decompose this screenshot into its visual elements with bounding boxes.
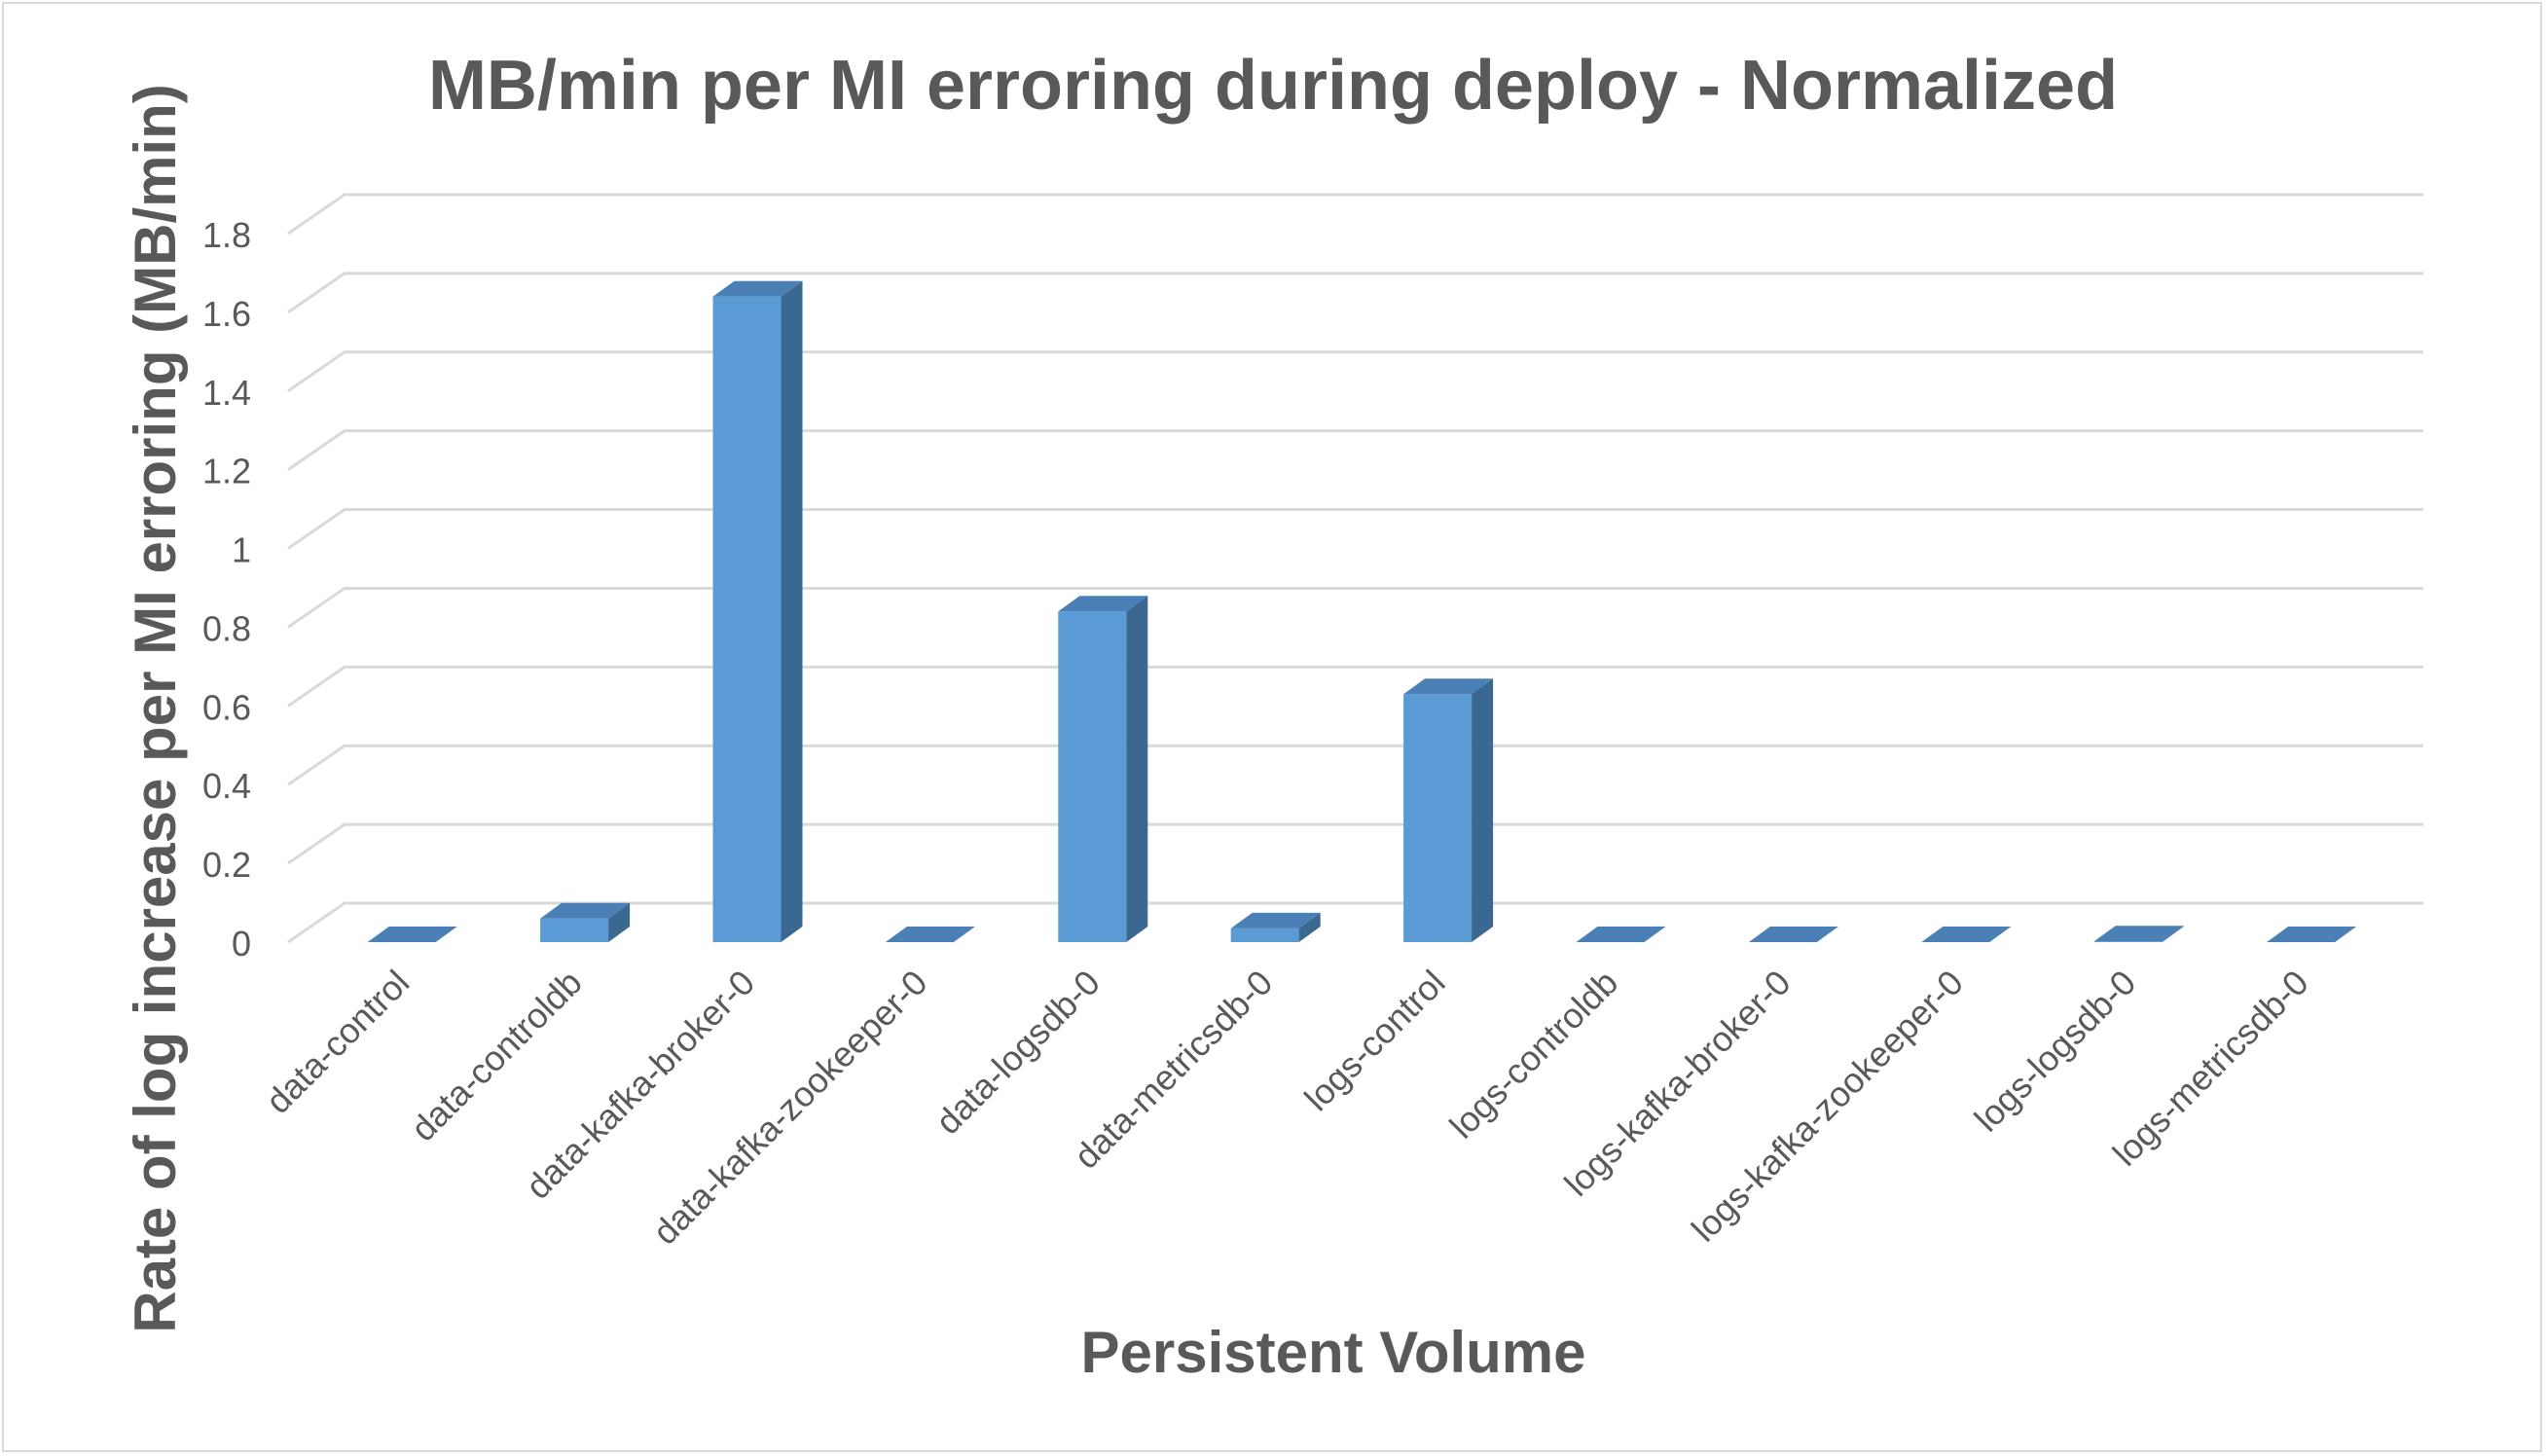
- y-tick-label: 0.8: [202, 608, 251, 648]
- bar-front: [1230, 928, 1299, 942]
- y-tick-label: 1.8: [202, 215, 251, 255]
- bar: [712, 280, 803, 942]
- bar-side: [1472, 678, 1494, 942]
- x-tick-label: data-logsdb-0: [927, 963, 1108, 1143]
- x-axis-title: Persistent Volume: [1080, 1320, 1585, 1385]
- bar: [1576, 927, 1666, 942]
- gridline: [287, 429, 2423, 471]
- y-tick-labels: 0 0.2 0.4 0.6 0.8 1 1.2 1.4 1.6 1.8: [202, 215, 251, 964]
- bar: [1748, 927, 1838, 942]
- bar-top: [885, 927, 975, 942]
- x-tick-label: logs-controldb: [1441, 963, 1625, 1147]
- y-tick-label: 0: [232, 924, 251, 964]
- bar-side: [2162, 926, 2184, 942]
- y-tick-label: 1.4: [202, 373, 251, 413]
- bar: [367, 927, 457, 942]
- gridline: [287, 193, 2423, 236]
- bar-top: [2093, 926, 2184, 942]
- x-tick-label: logs-logsdb-0: [1967, 963, 2144, 1140]
- bar-top: [1403, 678, 1494, 695]
- bar: [1230, 912, 1321, 942]
- bar-side: [781, 280, 803, 942]
- bar-side: [608, 902, 631, 942]
- x-tick-label: data-controldb: [403, 963, 590, 1149]
- bar-top: [367, 927, 457, 942]
- bar: [1058, 596, 1148, 942]
- gridline: [287, 508, 2423, 550]
- y-axis-title: Rate of log increase per MI erroring (MB…: [123, 84, 188, 1333]
- y-tick-label: 1.6: [202, 294, 251, 334]
- gridline: [287, 350, 2423, 393]
- bar-top: [1058, 596, 1148, 612]
- bar-top: [1576, 927, 1666, 942]
- x-tick-label: data-control: [258, 963, 417, 1121]
- bar-side: [1126, 596, 1148, 942]
- x-tick-label: logs-control: [1296, 963, 1453, 1119]
- gridline: [287, 744, 2423, 786]
- bar-top: [2267, 927, 2357, 942]
- bar-front: [2093, 941, 2163, 942]
- gridline: [287, 272, 2423, 314]
- y-tick-label: 1.2: [202, 452, 251, 491]
- gridline: [287, 586, 2423, 629]
- y-tick-label: 0.6: [202, 687, 251, 727]
- bar-front: [1403, 694, 1473, 942]
- bar-top: [712, 280, 803, 297]
- bar-front: [540, 918, 609, 942]
- bar: [1403, 678, 1494, 942]
- y-tick-label: 0.2: [202, 845, 251, 885]
- x-tick-label: data-kafka-zookeeper-0: [645, 963, 935, 1253]
- bar: [885, 927, 975, 942]
- bar-front: [1058, 611, 1127, 942]
- bar-front: [712, 296, 782, 942]
- bar-top: [1748, 927, 1838, 942]
- x-tick-labels: data-controldata-controldbdata-kafka-bro…: [258, 963, 2316, 1253]
- gridline: [287, 901, 2423, 944]
- bar: [540, 902, 631, 942]
- grid-layer: [287, 193, 2423, 944]
- bars: [367, 280, 2357, 942]
- gridline: [287, 822, 2423, 865]
- bar: [1921, 927, 2012, 942]
- bar-side: [1298, 912, 1321, 942]
- y-tick-label: 0.4: [202, 766, 251, 806]
- y-tick-label: 1: [232, 530, 251, 570]
- bar-top: [540, 902, 631, 919]
- bar-top: [1230, 912, 1321, 928]
- chart-title: MB/min per MI erroring during deploy - N…: [428, 47, 2118, 125]
- bar: [2093, 926, 2184, 942]
- bar-top: [1921, 927, 2012, 942]
- bar: [2267, 927, 2357, 942]
- gridline: [287, 665, 2423, 708]
